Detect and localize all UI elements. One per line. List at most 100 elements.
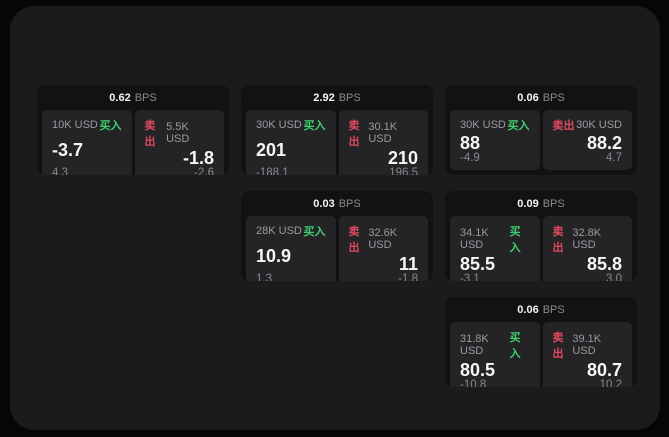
buy-side-label: 买入 [509,226,521,254]
bps-value: 0.06 [517,91,539,104]
sell-quote-panel[interactable]: 卖出 32.8K USD 85.8 3.0 [542,216,632,281]
bps-value: 2.92 [313,91,335,104]
sell-amount: 39.1K USD [572,333,602,357]
buy-quote-panel[interactable]: 31.8K USD 买入 80.5 -10.8 [450,322,540,387]
sell-delta: -2.6 [194,167,214,175]
bps-value: 0.03 [313,197,335,210]
card-header: 2.92 BPS [241,85,433,110]
bps-value: 0.09 [517,197,539,210]
card-header: 0.09 BPS [445,191,637,216]
quote-panels: 34.1K USD 买入 85.5 -3.1 卖出 32.8K USD 85.8… [445,216,637,281]
sell-side-label: 卖出 [552,226,564,254]
app-surface: 0.62 BPS 10K USD 买入 -3.7 4.3 卖出 5.5K USD [10,6,660,430]
sell-price: 80.7 [586,360,622,380]
quote-panels: 10K USD 买入 -3.7 4.3 卖出 5.5K USD -1.8 -2.… [37,110,229,175]
sell-price: 210 [387,148,418,168]
quote-card: 0.62 BPS 10K USD 买入 -3.7 4.3 卖出 5.5K USD [37,85,229,175]
quote-panels: 30K USD 买入 201 -188.1 卖出 30.1K USD 210 1… [241,110,433,175]
buy-price: 85.5 [460,254,496,274]
buy-side-label: 买入 [303,226,326,238]
card-header: 0.06 BPS [445,85,637,110]
buy-price: 201 [256,140,287,160]
sell-delta: 10.2 [599,379,622,387]
buy-side-label: 买入 [507,120,530,132]
card-header: 0.62 BPS [37,85,229,110]
buy-amount: 31.8K USD [460,333,489,357]
buy-price: 10.9 [256,246,292,266]
bps-unit-label: BPS [338,197,361,210]
quote-card: 0.09 BPS 34.1K USD 买入 85.5 -3.1 卖出 32.8K… [445,191,637,281]
quote-card: 0.03 BPS 28K USD 买入 10.9 1.3 卖出 32.6K US… [241,191,433,281]
quote-card: 0.06 BPS 30K USD 买入 88 -4.9 卖出 30K USD [445,85,637,175]
sell-quote-panel[interactable]: 卖出 30K USD 88.2 4.7 [542,110,632,170]
sell-price: 85.8 [586,254,622,274]
sell-side-label: 卖出 [552,120,575,132]
sell-quote-panel[interactable]: 卖出 30.1K USD 210 196.5 [338,110,428,175]
sell-amount: 5.5K USD [166,121,190,145]
sell-panel-top: 卖出 5.5K USD [145,117,215,149]
sell-delta: 4.7 [606,152,622,164]
sell-side-label: 卖出 [348,226,360,254]
buy-delta: 1.3 [256,273,272,281]
bps-unit-label: BPS [134,91,157,104]
sell-quote-panel[interactable]: 卖出 5.5K USD -1.8 -2.6 [134,110,224,175]
bps-unit-label: BPS [542,303,565,316]
sell-quote-panel[interactable]: 卖出 32.6K USD 11 -1.8 [338,216,428,281]
buy-amount: 10K USD [52,119,98,131]
buy-amount: 34.1K USD [460,227,489,251]
buy-panel-top: 34.1K USD 买入 [460,223,530,255]
sell-side-label: 卖出 [144,120,156,148]
sell-side-label: 卖出 [348,120,360,148]
buy-panel-top: 28K USD 买入 [256,223,326,239]
sell-delta: 3.0 [606,273,622,281]
buy-delta: -3.1 [460,273,480,281]
sell-panel-top: 卖出 30.1K USD [349,117,419,149]
card-header: 0.03 BPS [241,191,433,216]
sell-quote-panel[interactable]: 卖出 39.1K USD 80.7 10.2 [542,322,632,387]
sell-amount: 32.6K USD [368,227,398,251]
card-header: 0.06 BPS [445,297,637,322]
quote-panels: 31.8K USD 买入 80.5 -10.8 卖出 39.1K USD 80.… [445,322,637,387]
buy-quote-panel[interactable]: 34.1K USD 买入 85.5 -3.1 [450,216,540,281]
sell-side-label: 卖出 [552,332,564,360]
buy-price: -3.7 [52,140,84,160]
sell-delta: 196.5 [389,167,418,175]
sell-panel-top: 卖出 30K USD [553,117,623,133]
buy-quote-panel[interactable]: 28K USD 买入 10.9 1.3 [246,216,336,281]
sell-price: 88.2 [586,132,622,153]
buy-delta: 4.3 [52,167,68,175]
buy-side-label: 买入 [509,332,521,360]
sell-delta: -1.8 [398,273,418,281]
sell-amount: 30K USD [576,119,622,131]
bps-unit-label: BPS [542,91,565,104]
buy-side-label: 买入 [99,120,122,132]
buy-delta: -4.9 [460,152,480,164]
quote-panels: 28K USD 买入 10.9 1.3 卖出 32.6K USD 11 -1.8 [241,216,433,281]
bps-unit-label: BPS [338,91,361,104]
buy-price: 80.5 [460,360,496,380]
sell-price: -1.8 [182,148,214,168]
bps-value: 0.62 [109,91,131,104]
sell-panel-top: 卖出 32.6K USD [349,223,419,255]
buy-delta: -188.1 [256,167,289,175]
sell-amount: 32.8K USD [572,227,602,251]
buy-quote-panel[interactable]: 30K USD 买入 201 -188.1 [246,110,336,175]
buy-price: 88 [460,132,481,153]
bps-value: 0.06 [517,303,539,316]
buy-side-label: 买入 [303,120,326,132]
quote-card: 2.92 BPS 30K USD 买入 201 -188.1 卖出 30.1K … [241,85,433,175]
sell-panel-top: 卖出 32.8K USD [553,223,623,255]
quotes-grid: 0.62 BPS 10K USD 买入 -3.7 4.3 卖出 5.5K USD [10,6,660,387]
buy-amount: 28K USD [256,225,302,237]
buy-panel-top: 30K USD 买入 [460,117,530,133]
buy-quote-panel[interactable]: 30K USD 买入 88 -4.9 [450,110,540,170]
buy-quote-panel[interactable]: 10K USD 买入 -3.7 4.3 [42,110,132,175]
sell-panel-top: 卖出 39.1K USD [553,329,623,361]
buy-panel-top: 31.8K USD 买入 [460,329,530,361]
sell-price: 11 [398,254,418,274]
quote-card: 0.06 BPS 31.8K USD 买入 80.5 -10.8 卖出 39.1… [445,297,637,387]
buy-delta: -10.8 [460,379,487,387]
bps-unit-label: BPS [542,197,565,210]
buy-panel-top: 10K USD 买入 [52,117,122,133]
buy-amount: 30K USD [256,119,302,131]
